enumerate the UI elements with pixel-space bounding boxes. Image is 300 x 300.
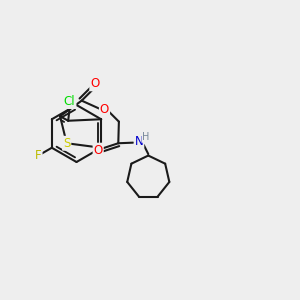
Text: H: H bbox=[142, 132, 150, 142]
Text: N: N bbox=[135, 135, 143, 148]
Text: O: O bbox=[90, 77, 100, 90]
Text: S: S bbox=[63, 137, 70, 150]
Text: Cl: Cl bbox=[64, 95, 76, 108]
Text: O: O bbox=[100, 103, 109, 116]
Text: F: F bbox=[35, 149, 42, 162]
Text: O: O bbox=[94, 144, 103, 157]
